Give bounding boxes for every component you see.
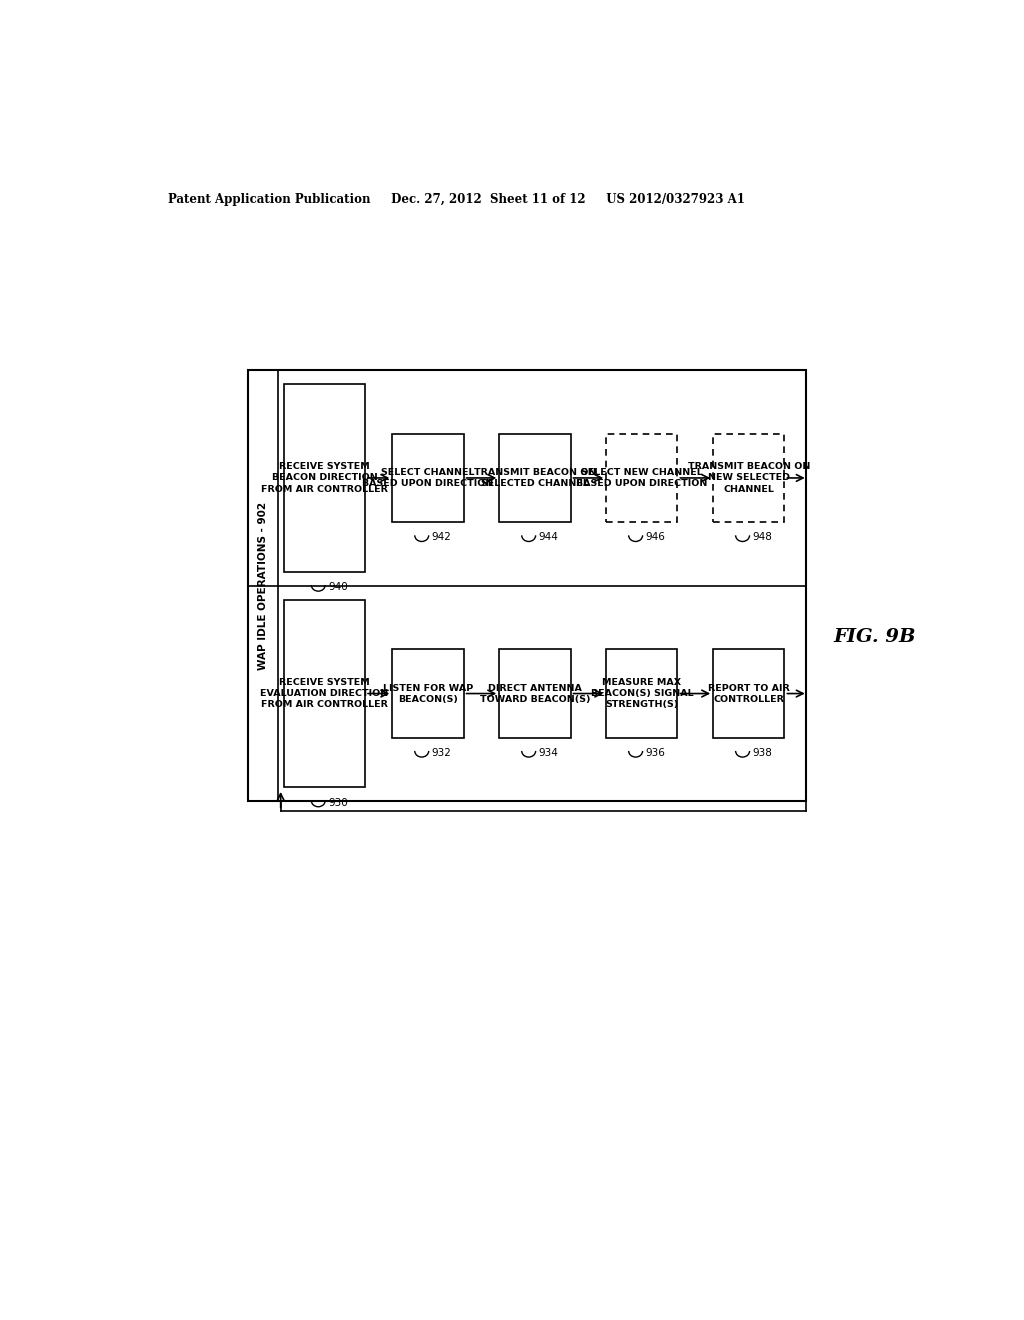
Bar (500, 649, 570, 738)
Text: Patent Application Publication     Dec. 27, 2012  Sheet 11 of 12     US 2012/032: Patent Application Publication Dec. 27, … (168, 193, 745, 206)
Bar (713, 649, 784, 738)
Text: MEASURE MAX
BEACON(S) SIGNAL
STRENGTH(S): MEASURE MAX BEACON(S) SIGNAL STRENGTH(S) (591, 678, 693, 709)
Text: RECEIVE SYSTEM
BEACON DIRECTION
FROM AIR CONTROLLER: RECEIVE SYSTEM BEACON DIRECTION FROM AIR… (261, 462, 388, 494)
Bar (284, 384, 366, 572)
Text: LISTEN FOR WAP
BEACON(S): LISTEN FOR WAP BEACON(S) (383, 684, 473, 704)
Text: REPORT TO AIR
CONTROLLER: REPORT TO AIR CONTROLLER (708, 684, 790, 704)
Bar (248, 370, 806, 801)
Text: WAP IDLE OPERATIONS - 902: WAP IDLE OPERATIONS - 902 (258, 502, 268, 669)
Text: 938: 938 (753, 748, 772, 758)
Bar (392, 649, 464, 738)
Text: 934: 934 (539, 748, 559, 758)
Bar (284, 599, 366, 788)
Bar (713, 434, 784, 523)
Text: 948: 948 (753, 532, 772, 543)
Text: 932: 932 (432, 748, 452, 758)
Text: RECEIVE SYSTEM
EVALUATION DIRECTION
FROM AIR CONTROLLER: RECEIVE SYSTEM EVALUATION DIRECTION FROM… (260, 678, 388, 709)
Text: 936: 936 (646, 748, 666, 758)
Bar (500, 434, 570, 523)
Text: DIRECT ANTENNA
TOWARD BEACON(S): DIRECT ANTENNA TOWARD BEACON(S) (479, 684, 590, 704)
Bar (606, 434, 678, 523)
Text: SELECT CHANNEL
BASED UPON DIRECTION: SELECT CHANNEL BASED UPON DIRECTION (362, 467, 494, 488)
Bar (392, 434, 464, 523)
Text: FIG. 9B: FIG. 9B (834, 628, 915, 647)
Text: 946: 946 (646, 532, 666, 543)
Text: TRANSMIT BEACON ON
NEW SELECTED
CHANNEL: TRANSMIT BEACON ON NEW SELECTED CHANNEL (687, 462, 810, 494)
Bar (606, 649, 678, 738)
Text: 940: 940 (329, 582, 348, 591)
Text: 942: 942 (432, 532, 452, 543)
Text: TRANSMIT BEACON ON
SELECTED CHANNEL: TRANSMIT BEACON ON SELECTED CHANNEL (474, 467, 596, 488)
Text: 944: 944 (539, 532, 559, 543)
Text: 930: 930 (329, 797, 348, 808)
Text: SELECT NEW CHANNEL
BASED UPON DIRECTION: SELECT NEW CHANNEL BASED UPON DIRECTION (577, 467, 708, 488)
